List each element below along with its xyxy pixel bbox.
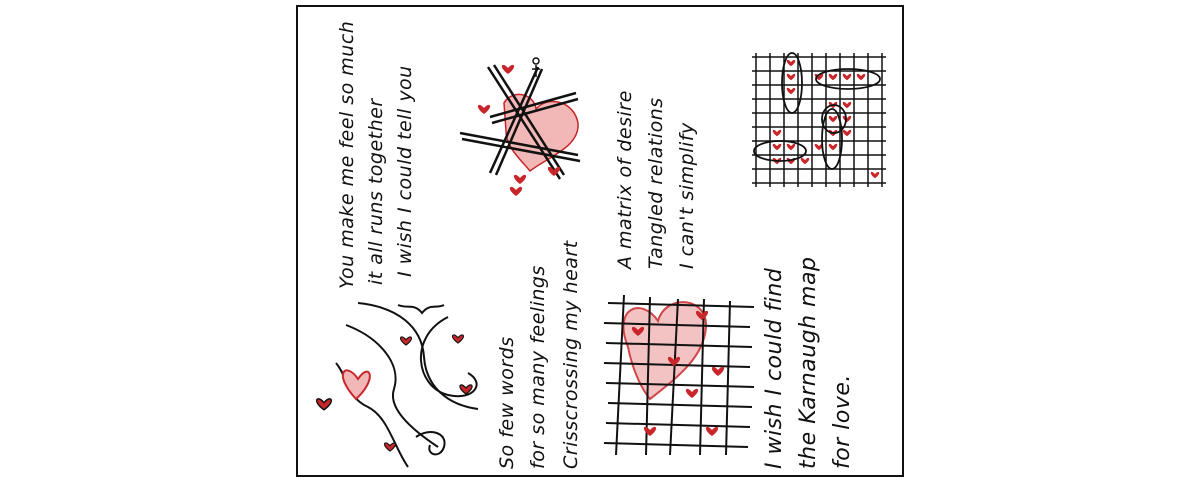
stanza-2-line-3: Crisscrossing my heart	[560, 240, 582, 469]
stanza-4-line-1: I wish I could find	[762, 267, 787, 469]
comic-illustrations	[315, 52, 886, 468]
grid-heart	[842, 101, 852, 109]
swirl-hearts	[315, 334, 473, 452]
grid-heart	[856, 73, 866, 81]
grid-heart	[828, 143, 838, 151]
stanza-1-line-1: You make me feel so much	[336, 20, 358, 289]
grid-heart	[842, 115, 852, 123]
stanza-4-line-3: for love.	[830, 374, 855, 469]
stanza-1-line-2: it all runs together	[365, 98, 387, 285]
stanza-2: So few words for so many feelings Crissc…	[496, 240, 582, 469]
stanza-4: I wish I could find the Karnaugh map for…	[762, 256, 855, 469]
grid-heart	[828, 73, 838, 81]
comic-panel: You make me feel so much it all runs tog…	[296, 5, 904, 477]
grid-heart	[870, 171, 880, 179]
stanza-1: You make me feel so much it all runs tog…	[336, 20, 416, 289]
stanza-3-line-3: I can't simplify	[676, 122, 698, 269]
crossed-sticks-heart-drawing	[459, 57, 581, 196]
grid-heart	[786, 59, 796, 67]
stanza-2-line-2: for so many feelings	[527, 265, 549, 469]
grid-heart	[800, 157, 810, 165]
grid-heart	[842, 73, 852, 81]
stanza-1-line-3: I wish I could tell you	[394, 65, 416, 277]
stanza-3-line-2: Tangled relations	[645, 97, 667, 269]
grid-heart	[786, 73, 796, 81]
stanza-4-line-2: the Karnaugh map	[796, 256, 821, 469]
grid-heart	[772, 129, 782, 137]
grid-heart	[842, 129, 852, 137]
grid-heart	[828, 115, 838, 123]
stanza-3-line-1: A matrix of desire	[614, 90, 636, 269]
stanza-3: A matrix of desire Tangled relations I c…	[614, 90, 698, 269]
stanza-2-line-1: So few words	[496, 336, 518, 469]
tangled-grid-heart-drawing	[603, 294, 755, 456]
grid-heart	[786, 143, 796, 151]
grid-heart	[772, 143, 782, 151]
karnaugh-grid-drawing	[752, 52, 886, 187]
grid-heart	[786, 87, 796, 95]
